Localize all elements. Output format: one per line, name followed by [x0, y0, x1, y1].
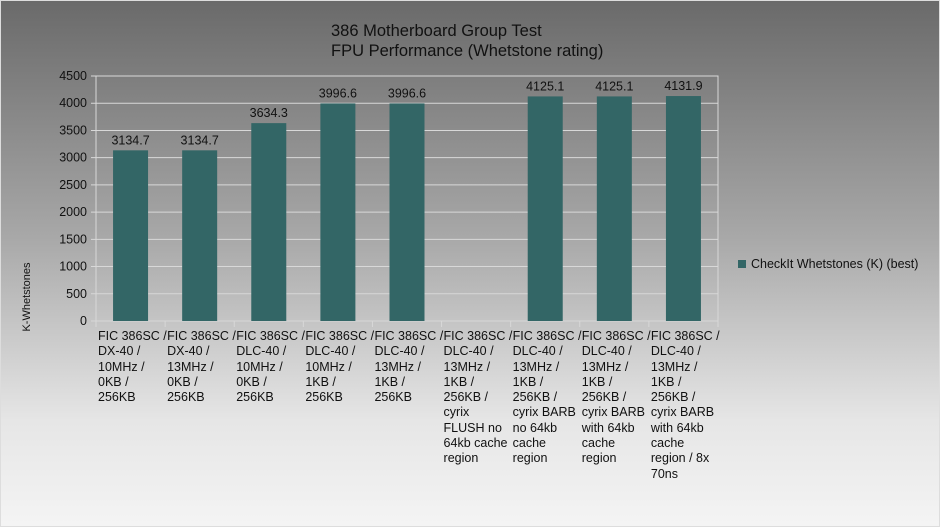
legend-label: CheckIt Whetstones (K) (best)	[751, 257, 919, 271]
bar	[527, 96, 563, 321]
y-tick-label: 3500	[59, 123, 87, 137]
x-tick-label: FIC 386SC / DX-40 / 10MHz / 0KB / 256KB	[98, 329, 167, 405]
x-tick-label: FIC 386SC / DLC-40 / 13MHz / 1KB / 256KB	[374, 329, 444, 405]
bar	[182, 150, 218, 321]
y-tick-label: 500	[66, 287, 87, 301]
title-line-1: 386 Motherboard Group Test	[331, 22, 542, 40]
legend: CheckIt Whetstones (K) (best)	[738, 257, 918, 271]
x-tick-label: FIC 386SC / DLC-40 / 13MHz / 1KB / 256KB…	[650, 329, 720, 481]
x-tick-label: FIC 386SC / DLC-40 / 13MHz / 1KB / 256KB…	[581, 329, 651, 466]
y-tick-label: 1500	[59, 232, 87, 246]
data-label: 3134.7	[181, 133, 219, 147]
y-tick-label: 3000	[59, 151, 87, 165]
bar	[389, 103, 425, 321]
title-line-2: FPU Performance (Whetstone rating)	[331, 42, 604, 60]
y-tick-label: 4000	[59, 96, 87, 110]
chart-title: 386 Motherboard Group Test FPU Performan…	[331, 21, 603, 61]
x-tick-label: FIC 386SC / DLC-40 / 13MHz / 1KB / 256KB…	[512, 329, 582, 466]
bar	[320, 103, 356, 321]
x-tick-label: FIC 386SC / DLC-40 / 10MHz / 1KB / 256KB	[305, 329, 375, 405]
data-label: 3634.3	[250, 106, 288, 120]
data-label: 4125.1	[595, 79, 633, 93]
bar	[665, 96, 701, 321]
y-tick-label: 4500	[59, 69, 87, 83]
y-tick-label: 0	[80, 314, 87, 328]
bar	[596, 96, 632, 321]
y-tick-label: 2500	[59, 178, 87, 192]
x-tick-label: FIC 386SC / DX-40 / 13MHz / 0KB / 256KB	[167, 329, 236, 405]
y-tick-label: 1000	[59, 260, 87, 274]
data-label: 4131.9	[664, 79, 702, 93]
bar	[113, 150, 149, 321]
data-label: 4125.1	[526, 79, 564, 93]
x-tick-label: FIC 386SC / DLC-40 / 10MHz / 0KB / 256KB	[236, 329, 305, 405]
legend-swatch	[738, 260, 746, 268]
data-label: 3996.6	[319, 86, 357, 100]
bar	[251, 123, 287, 321]
data-label: 3996.6	[388, 86, 426, 100]
y-tick-label: 2000	[59, 205, 87, 219]
data-label: 3134.7	[111, 133, 149, 147]
x-tick-label: FIC 386SC / DLC-40 / 13MHz / 1KB / 256KB…	[443, 329, 513, 466]
